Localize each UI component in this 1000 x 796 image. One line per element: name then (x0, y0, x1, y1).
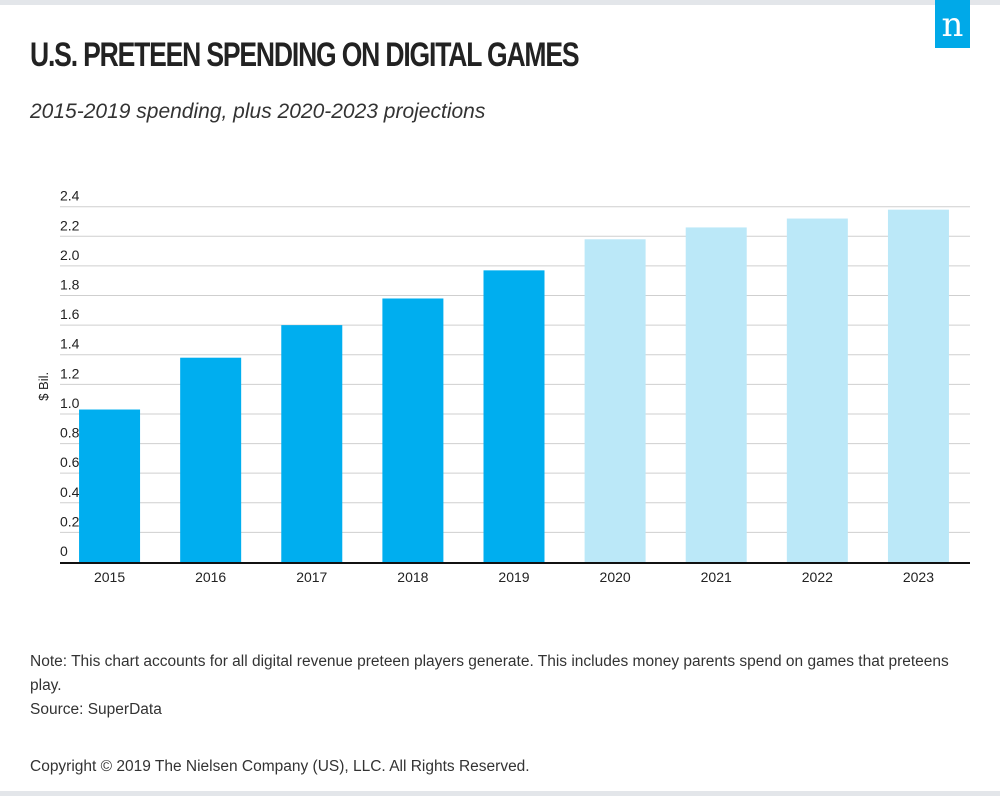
y-tick-label: 2.4 (60, 188, 80, 204)
x-tick-label: 2019 (498, 569, 529, 585)
x-tick-label: 2018 (397, 569, 428, 585)
y-tick-label: 2.0 (60, 247, 80, 263)
bar-2017 (281, 325, 343, 562)
bar-2022 (786, 218, 848, 562)
bar-2023 (887, 209, 949, 562)
y-tick-label: 2.2 (60, 217, 80, 233)
y-tick-label: 0.4 (60, 484, 80, 500)
y-tick-label: 1.4 (60, 336, 80, 352)
x-tick-label: 2017 (296, 569, 327, 585)
chart-note: Note: This chart accounts for all digita… (30, 653, 949, 694)
y-tick-label: 1.2 (60, 365, 80, 381)
x-tick-label: 2023 (903, 569, 934, 585)
bar-2019 (483, 270, 545, 562)
bar-2020 (584, 239, 646, 562)
copyright: Copyright © 2019 The Nielsen Company (US… (30, 758, 530, 775)
bar-2018 (382, 298, 444, 562)
chart-title: U.S. PRETEEN SPENDING ON DIGITAL GAMES (30, 36, 580, 74)
y-tick-label: 1.0 (60, 395, 80, 411)
bar-2015 (79, 409, 141, 562)
y-tick-label: 1.8 (60, 277, 80, 293)
chart-source: Source: SuperData (30, 701, 162, 718)
x-tick-label: 2015 (94, 569, 125, 585)
top-border (0, 0, 1000, 5)
bar-2016 (180, 357, 242, 562)
x-tick-label: 2021 (701, 569, 732, 585)
chart-subtitle: 2015-2019 spending, plus 2020-2023 proje… (30, 100, 486, 123)
y-tick-label: 0 (60, 543, 68, 559)
x-tick-label: 2022 (802, 569, 833, 585)
bar-chart: 0 0.2 0.4 0.6 0.8 1.0 1.2 1.4 1.6 1.8 2.0 2.2 2.4 201… (36, 188, 970, 585)
y-tick-label: 1.6 (60, 306, 80, 322)
x-tick-label: 2020 (600, 569, 631, 585)
y-tick-label: 0.8 (60, 425, 80, 441)
footnotes: Note: This chart accounts for all digita… (30, 650, 970, 722)
y-axis-label: $ Bil. (36, 372, 51, 401)
bottom-border (0, 791, 1000, 796)
y-tick-label: 0.6 (60, 454, 80, 470)
x-tick-label: 2016 (195, 569, 226, 585)
y-tick-label: 0.2 (60, 513, 80, 529)
bar-2021 (685, 227, 747, 562)
nielsen-logo: n (935, 0, 970, 48)
